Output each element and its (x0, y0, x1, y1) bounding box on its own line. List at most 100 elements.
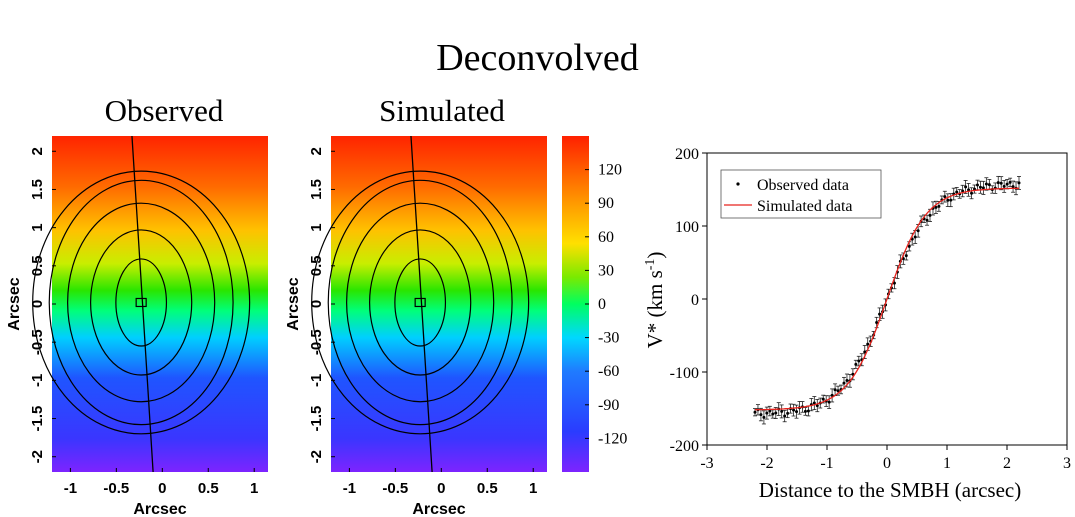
observed-contour (48, 179, 234, 426)
plot-y-axis-label-close: ) (643, 252, 667, 259)
simulated-x-tick-label: -1 (343, 480, 356, 497)
observed-contour (67, 202, 216, 403)
observed-x-axis-label: Arcsec (133, 501, 186, 517)
observed-data-point (836, 389, 840, 393)
observed-x-tick-label: 0 (158, 480, 166, 497)
observed-y-tick-label: -2 (29, 450, 46, 463)
observed-center-marker (135, 297, 147, 308)
observed-data-point (904, 254, 908, 258)
plot-x-tick-label: 1 (943, 455, 951, 472)
observed-x-tick-label: 0.5 (198, 480, 219, 497)
observed-data-point (878, 312, 882, 316)
plot-y-tick-label: -100 (670, 365, 699, 382)
observed-y-tick-label: -0.5 (29, 329, 46, 355)
observed-data-point (975, 183, 979, 187)
colorbar: 120 90 60 30 0 -30 -60 -90 -120 (562, 136, 627, 472)
plot-y-axis-label: V* (km s-1) (643, 252, 667, 349)
observed-x-tick-label: -1 (64, 480, 77, 497)
observed-y-axis-label: Arcsec (6, 277, 23, 330)
observed-data-point (1002, 184, 1006, 188)
simulated-contour (394, 258, 447, 347)
observed-contour (32, 170, 251, 435)
observed-data-point (815, 404, 819, 408)
simulated-y-axis-label: Arcsec (285, 277, 302, 330)
observed-data-point (863, 350, 867, 354)
colorbar-tick-label: 60 (598, 229, 614, 246)
observed-data-point (987, 183, 991, 187)
observed-data-point (866, 342, 870, 346)
simulated-map-field (331, 136, 547, 472)
colorbar-tick-label: -30 (598, 330, 619, 347)
observed-data-point (925, 218, 929, 222)
simulated-y-tick-label: -1.5 (308, 406, 325, 432)
plot-y-ticks: 200 100 0 -100 -200 (670, 146, 707, 455)
colorbar-tick-label: 0 (598, 296, 606, 313)
observed-data-point (803, 409, 807, 413)
observed-data-point (833, 388, 837, 392)
observed-data-point (913, 235, 917, 239)
observed-data-point (928, 213, 932, 217)
observed-data-point (795, 410, 799, 414)
simulated-center-marker (414, 297, 426, 308)
rotation-curve-plot: -3 -2 -1 0 1 2 3 200 100 0 -100 -200 Observed data… (643, 146, 1071, 502)
simulated-y-tick-label: 1.5 (308, 179, 325, 200)
observed-data-point (753, 410, 757, 414)
plot-y-tick-label: 0 (691, 292, 699, 309)
simulated-x-ticks: -1 -0.5 0 0.5 1 (343, 468, 537, 497)
colorbar-tick-label: -120 (598, 430, 627, 447)
observed-data-point (981, 186, 985, 190)
simulated-y-tick-label: -2 (308, 450, 325, 463)
observed-data-point (783, 414, 787, 418)
simulated-contour (327, 179, 513, 426)
observed-data-point (765, 411, 769, 415)
legend-observed-marker (736, 182, 740, 186)
observed-data-point (907, 244, 911, 248)
observed-data-point (946, 198, 950, 202)
observed-x-ticks: -1 -0.5 0 0.5 1 (64, 468, 258, 497)
observed-data-point (827, 400, 831, 404)
observed-data-point (970, 191, 974, 195)
observed-data-point (857, 359, 861, 363)
plot-y-tick-label: 100 (675, 219, 699, 236)
observed-map-field (52, 136, 268, 472)
simulated-contour (311, 170, 530, 435)
simulated-y-tick-label: 0.5 (308, 255, 325, 276)
observed-data-point (1008, 180, 1012, 184)
simulated-x-tick-label: -0.5 (382, 480, 408, 497)
simulated-contour (369, 229, 472, 376)
simulated-y-tick-label: -1 (308, 374, 325, 387)
simulated-y-tick-label: -0.5 (308, 329, 325, 355)
observed-data-point (937, 204, 941, 208)
observed-data-point (780, 409, 784, 413)
observed-y-tick-label: 1.5 (29, 179, 46, 200)
colorbar-tick-label: -60 (598, 363, 619, 380)
observed-data-point (759, 413, 763, 417)
observed-y-tick-label: 0 (29, 300, 46, 308)
observed-data-point (875, 321, 879, 325)
observed-data-point (943, 195, 947, 199)
colorbar-tick-label: 120 (598, 162, 622, 179)
observed-data-point (978, 185, 982, 189)
observed-contour (90, 229, 193, 376)
observed-y-tick-label: 1 (29, 223, 46, 231)
observed-data-point (999, 181, 1003, 185)
simulated-major-axis-line (410, 135, 433, 473)
observed-x-tick-label: 1 (250, 480, 258, 497)
observed-y-tick-label: 0.5 (29, 255, 46, 276)
observed-data-point (1011, 185, 1015, 189)
observed-data-point (774, 411, 778, 415)
plot-legend: Observed data Simulated data (720, 169, 882, 219)
observed-x-tick-label: -0.5 (103, 480, 129, 497)
simulated-data-line (755, 187, 1019, 411)
observed-data-point (771, 412, 775, 416)
observed-contours (32, 170, 251, 435)
simulated-contours (311, 170, 530, 435)
simulated-x-tick-label: 1 (529, 480, 537, 497)
observed-data-point (762, 415, 766, 419)
legend-observed-label: Observed data (757, 177, 849, 194)
observed-data-point (792, 408, 796, 412)
observed-data-point (806, 409, 810, 413)
observed-data-point (812, 401, 816, 405)
observed-y-ticks: 2 1.5 1 0.5 0 -0.5 -1 -1.5 -2 (29, 147, 56, 463)
